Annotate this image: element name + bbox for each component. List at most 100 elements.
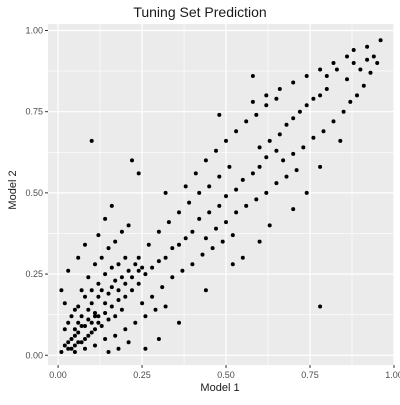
data-point xyxy=(62,301,67,306)
data-point xyxy=(86,317,91,322)
data-point xyxy=(72,333,77,338)
data-point xyxy=(106,246,111,251)
data-point xyxy=(264,103,269,108)
data-point xyxy=(126,268,131,273)
data-point xyxy=(93,327,97,332)
data-point xyxy=(230,233,235,238)
data-point xyxy=(257,164,262,169)
data-point xyxy=(170,246,175,251)
data-point xyxy=(318,93,323,98)
data-point xyxy=(106,350,111,354)
data-point xyxy=(123,281,128,286)
data-point xyxy=(113,239,118,244)
data-point xyxy=(203,288,208,293)
data-point xyxy=(244,119,249,124)
x-tick-label: 0.75 xyxy=(301,370,319,380)
data-point xyxy=(170,275,175,280)
data-point xyxy=(378,38,383,43)
data-point xyxy=(281,158,286,163)
data-point xyxy=(274,181,279,186)
data-point xyxy=(123,294,128,299)
y-tick-label: 0.50 xyxy=(25,188,43,198)
data-point xyxy=(59,350,64,354)
data-point xyxy=(368,70,373,75)
data-point xyxy=(79,324,84,328)
data-point xyxy=(331,119,336,124)
data-point xyxy=(160,285,165,290)
data-point xyxy=(123,327,128,332)
data-point xyxy=(240,255,245,260)
data-point xyxy=(96,314,101,319)
data-point xyxy=(146,242,151,247)
data-point xyxy=(214,148,218,153)
data-point xyxy=(103,337,108,341)
data-point xyxy=(89,138,94,143)
data-point xyxy=(190,262,195,267)
data-point xyxy=(345,77,349,82)
data-point xyxy=(113,314,118,319)
data-point xyxy=(103,301,108,306)
y-tick-label: 0.75 xyxy=(25,107,43,117)
data-point xyxy=(99,324,104,328)
data-point xyxy=(187,200,192,205)
data-point xyxy=(93,314,97,319)
data-point xyxy=(224,194,228,199)
data-point xyxy=(72,327,77,332)
y-axis-label: Model 2 xyxy=(7,170,19,209)
data-point xyxy=(338,138,343,143)
data-point xyxy=(113,333,118,338)
data-point xyxy=(163,304,168,309)
data-point xyxy=(240,177,245,182)
x-axis-ticks: 0.00 0.25 0.50 0.75 1.00 xyxy=(49,365,400,380)
data-point xyxy=(89,320,94,325)
data-point xyxy=(257,239,262,244)
data-point xyxy=(66,346,71,351)
data-point xyxy=(93,262,97,267)
data-point xyxy=(99,288,104,293)
data-point xyxy=(375,61,380,65)
data-point xyxy=(234,187,239,192)
data-point xyxy=(136,281,141,286)
y-tick-label: 0.25 xyxy=(25,269,43,279)
data-point xyxy=(311,135,316,140)
data-point xyxy=(264,190,269,195)
data-point xyxy=(93,343,97,348)
data-point xyxy=(62,343,67,348)
data-point xyxy=(99,255,104,260)
data-point xyxy=(116,262,121,267)
data-point xyxy=(304,103,309,108)
data-point xyxy=(76,255,81,260)
data-point xyxy=(86,275,91,280)
data-point xyxy=(79,314,84,319)
data-point xyxy=(358,67,363,72)
chart-title: Tuning Set Prediction xyxy=(133,4,266,20)
data-point xyxy=(136,255,141,260)
data-point xyxy=(217,112,222,117)
data-point xyxy=(123,255,128,260)
data-point xyxy=(130,275,134,280)
data-point xyxy=(257,145,262,150)
data-point xyxy=(291,116,296,121)
data-point xyxy=(140,301,145,306)
data-point xyxy=(83,294,87,299)
data-point xyxy=(89,288,94,293)
data-point xyxy=(345,54,349,59)
data-point xyxy=(116,288,121,293)
data-point xyxy=(177,242,181,247)
data-point xyxy=(119,229,124,234)
data-point xyxy=(234,129,239,134)
data-point xyxy=(76,304,81,309)
data-point xyxy=(69,346,74,351)
data-point xyxy=(59,288,64,293)
data-point xyxy=(106,317,111,322)
data-point xyxy=(230,262,235,267)
data-point xyxy=(214,226,218,231)
data-point xyxy=(72,350,77,354)
data-point xyxy=(193,171,198,176)
data-point xyxy=(109,203,114,208)
data-point xyxy=(83,346,87,351)
data-point xyxy=(177,320,181,325)
data-point xyxy=(109,265,114,270)
data-point xyxy=(267,138,272,143)
